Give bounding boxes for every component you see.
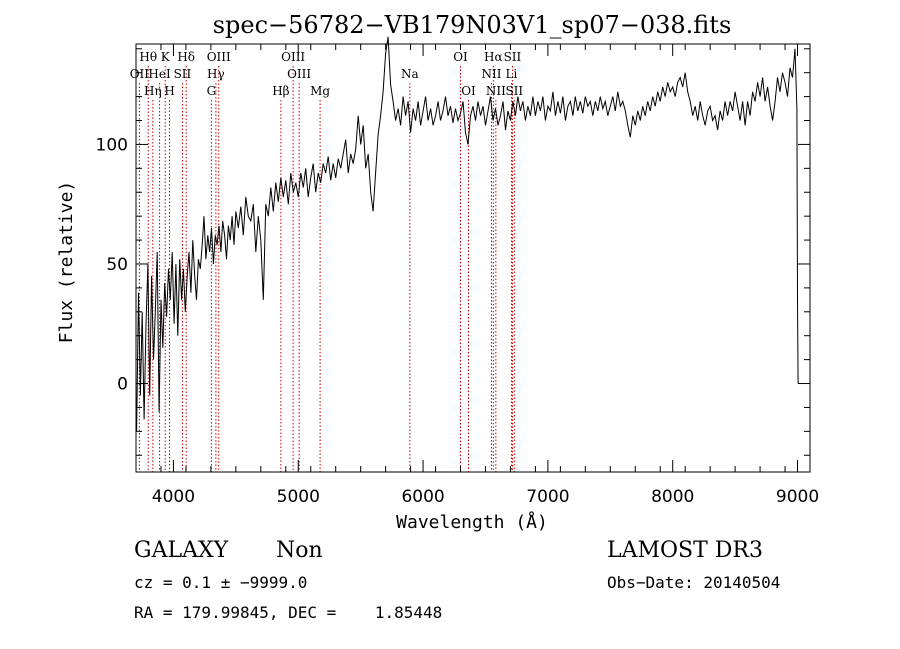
line-marker-label: Hδ [177, 50, 195, 64]
line-marker-label: Hβ [272, 84, 289, 98]
axes: 4000 5000 6000 7000 8000 9000 0 50 100 [96, 44, 819, 507]
line-marker-label: Mg [310, 84, 330, 98]
coordinates: RA = 179.99845, DEC = 1.85448 [134, 603, 443, 622]
object-subclass: Non [276, 538, 323, 563]
line-marker-label: H [164, 84, 174, 98]
redshift-text: cz = 0.1 ± −9999.0 [134, 573, 308, 592]
line-marker-label: Li [506, 67, 518, 81]
line-marker-label: SII [504, 50, 522, 64]
plot-frame [135, 43, 811, 473]
line-marker-label: OIII [207, 50, 231, 64]
line-marker-label: Hη [144, 84, 162, 98]
x-tick-label: 4000 [152, 487, 195, 507]
x-axis-label: Wavelength (Å) [396, 511, 548, 533]
y-tick-label: 50 [106, 255, 128, 275]
line-marker-label: Hα [484, 50, 503, 64]
line-marker-label: SII [174, 67, 192, 81]
line-marker-label: OI [461, 84, 476, 98]
spectrum-series [136, 36, 799, 432]
line-marker-label: NII [486, 84, 506, 98]
x-tick-label: 9000 [776, 487, 819, 507]
obs-date: Obs−Date: 20140504 [607, 573, 781, 592]
y-tick-label: 100 [96, 135, 128, 155]
line-marker-label: OII [130, 67, 150, 81]
line-marker-label: OIII [281, 50, 305, 64]
line-marker-label: HeI [148, 67, 171, 81]
chart-title: spec−56782−VB179N03V1_sp07−038.fits [213, 11, 732, 39]
line-marker-label: NII [481, 67, 501, 81]
line-marker-label: Na [401, 67, 419, 81]
object-class: GALAXY [134, 538, 229, 563]
line-marker-label: OIII [287, 67, 311, 81]
x-tick-label: 6000 [401, 487, 444, 507]
y-tick-label: 0 [117, 375, 128, 395]
line-marker-label: OI [453, 50, 468, 64]
y-axis-label: Flux (relative) [56, 181, 77, 344]
line-marker-label: SII [505, 84, 523, 98]
spectrum-line [136, 36, 799, 432]
line-marker-label: Hθ [139, 50, 157, 64]
x-tick-label: 5000 [277, 487, 320, 507]
line-marker-label: K [161, 50, 171, 64]
survey-name: LAMOST DR3 [607, 538, 763, 563]
x-tick-label: 7000 [526, 487, 569, 507]
line-marker-label: Hγ [207, 67, 225, 81]
line-marker-label: G [207, 84, 217, 98]
x-tick-label: 8000 [651, 487, 694, 507]
